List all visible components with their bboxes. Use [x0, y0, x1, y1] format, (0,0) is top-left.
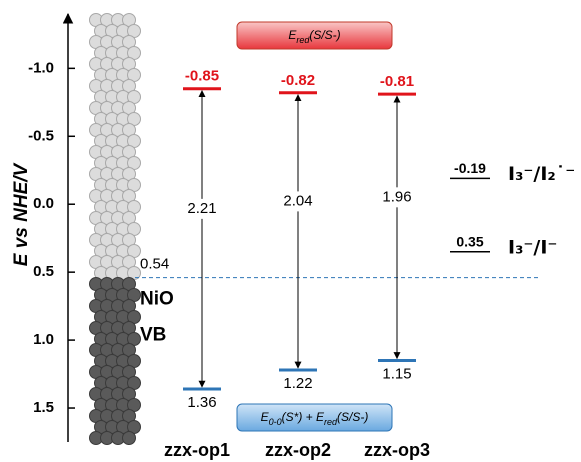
homo-label: 1.22 [283, 375, 312, 392]
redox-label: I₃⁻/I⁻ [508, 236, 557, 258]
homo-box-part: (S/S-) [337, 410, 368, 424]
homo-box-part: red [324, 417, 338, 427]
vb-value: 0.54 [140, 256, 169, 273]
category-label: zzx-op1 [164, 440, 230, 460]
lumo-label: -0.81 [380, 73, 414, 90]
homo-box-part: 0-0 [269, 417, 282, 427]
redox-label: I₃⁻/I₂˙⁻ [508, 163, 575, 185]
lumo-label: -0.82 [281, 72, 315, 89]
y-tick-label: 0.5 [33, 263, 54, 280]
gap-label: 1.96 [382, 188, 411, 205]
y-tick-label: -0.5 [28, 127, 54, 144]
redox-value: -0.19 [454, 160, 486, 176]
vb-label: NiO [140, 289, 174, 310]
vb-label: VB [140, 325, 166, 346]
lumo-label: -0.85 [185, 68, 219, 85]
y-axis-title: E vs NHE/V [11, 162, 32, 266]
y-tick-label: 1.0 [33, 331, 54, 348]
y-tick-label: 0.0 [33, 195, 54, 212]
y-tick-label: -1.0 [28, 59, 54, 76]
lumo-box-part: (S/S-) [309, 28, 340, 42]
gap-label: 2.04 [283, 192, 312, 209]
homo-box-part: (S*) + E [282, 410, 325, 424]
lumo-box-part: red [296, 35, 310, 45]
redox-value: 0.35 [456, 233, 483, 249]
y-tick-label: 1.5 [33, 399, 54, 416]
homo-label: 1.36 [187, 394, 216, 411]
gap-label: 2.21 [187, 200, 216, 217]
chart: E vs NHE/V -1.0 -0.5 0.0 0.5 1.0 1.5 0.54 NiO VB… [0, 0, 581, 462]
category-label: zzx-op2 [265, 440, 331, 460]
particle [123, 432, 136, 445]
homo-label: 1.15 [382, 365, 411, 382]
category-label: zzx-op3 [364, 440, 430, 460]
